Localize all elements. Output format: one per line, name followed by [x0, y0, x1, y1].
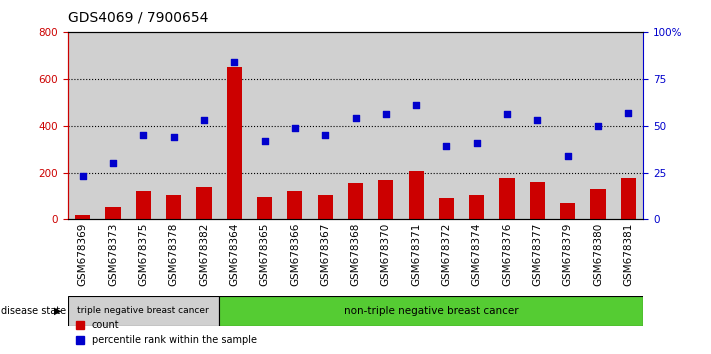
Bar: [560, 203, 575, 219]
Point: [532, 117, 543, 123]
Bar: [409, 171, 424, 219]
Bar: [68, 296, 219, 326]
Text: disease state: disease state: [1, 306, 66, 316]
Bar: [68, 32, 98, 219]
Bar: [500, 178, 515, 219]
Text: ▶: ▶: [54, 306, 62, 316]
Bar: [318, 195, 333, 219]
Bar: [530, 182, 545, 219]
Point: [138, 132, 149, 138]
Bar: [370, 32, 401, 219]
Text: triple negative breast cancer: triple negative breast cancer: [77, 306, 209, 315]
Bar: [189, 32, 219, 219]
Point: [471, 140, 483, 145]
Bar: [279, 32, 310, 219]
Bar: [98, 32, 128, 219]
Bar: [583, 32, 613, 219]
Bar: [75, 215, 90, 219]
Bar: [105, 207, 121, 219]
Bar: [219, 296, 643, 326]
Point: [228, 59, 240, 65]
Point: [289, 125, 301, 130]
Bar: [432, 32, 461, 219]
Bar: [469, 195, 484, 219]
Bar: [250, 32, 279, 219]
Point: [198, 117, 210, 123]
Bar: [227, 67, 242, 219]
Bar: [590, 189, 606, 219]
Bar: [492, 32, 522, 219]
Bar: [219, 32, 250, 219]
Bar: [621, 178, 636, 219]
Bar: [552, 32, 583, 219]
Bar: [401, 32, 432, 219]
Point: [319, 132, 331, 138]
Text: non-triple negative breast cancer: non-triple negative breast cancer: [344, 306, 518, 316]
Legend: count, percentile rank within the sample: count, percentile rank within the sample: [73, 316, 261, 349]
Bar: [166, 195, 181, 219]
Bar: [378, 179, 393, 219]
Bar: [159, 32, 189, 219]
Point: [562, 153, 573, 159]
Point: [623, 110, 634, 115]
Point: [350, 115, 361, 121]
Point: [501, 112, 513, 117]
Bar: [439, 198, 454, 219]
Point: [380, 112, 392, 117]
Bar: [522, 32, 552, 219]
Bar: [196, 187, 212, 219]
Point: [168, 134, 179, 140]
Bar: [257, 197, 272, 219]
Bar: [461, 32, 492, 219]
Point: [107, 160, 119, 166]
Text: GDS4069 / 7900654: GDS4069 / 7900654: [68, 11, 208, 25]
Bar: [287, 191, 302, 219]
Point: [259, 138, 270, 143]
Point: [592, 123, 604, 129]
Bar: [348, 183, 363, 219]
Bar: [310, 32, 341, 219]
Point: [77, 173, 88, 179]
Bar: [136, 191, 151, 219]
Bar: [341, 32, 370, 219]
Bar: [613, 32, 643, 219]
Point: [410, 102, 422, 108]
Point: [441, 143, 452, 149]
Bar: [128, 32, 159, 219]
